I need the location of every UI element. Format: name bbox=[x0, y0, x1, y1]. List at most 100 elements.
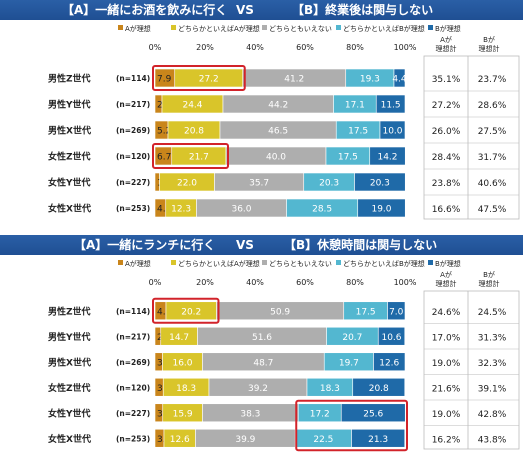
row-n: (n=120) bbox=[116, 152, 150, 161]
highlight-box bbox=[152, 143, 229, 169]
legend-swatch bbox=[171, 25, 176, 30]
total-b: 32.3% bbox=[478, 359, 507, 369]
data-label: 10.6 bbox=[381, 333, 401, 343]
seg-b-ideal bbox=[387, 301, 406, 321]
data-label: 46.5 bbox=[268, 127, 288, 137]
data-label: 15.9 bbox=[173, 409, 193, 419]
row-n: (n=114) bbox=[116, 307, 150, 316]
data-label: 18.3 bbox=[320, 384, 340, 394]
totals-table-frame bbox=[423, 55, 520, 220]
row-n: (n=227) bbox=[116, 178, 150, 187]
col-header-a-line2: 理想計 bbox=[436, 279, 457, 288]
data-label: 51.6 bbox=[252, 333, 272, 343]
legend-swatch bbox=[428, 260, 433, 265]
data-label: 20.8 bbox=[369, 384, 389, 394]
total-b: 31.7% bbox=[478, 153, 507, 163]
col-header-b-line2: 理想計 bbox=[479, 44, 500, 53]
legend-label: どちらかといえばAが理想 bbox=[178, 259, 260, 268]
row-n: (n=114) bbox=[116, 74, 150, 83]
row-label: 男性Y世代 bbox=[48, 99, 91, 111]
x-tick-label: 100% bbox=[394, 278, 417, 287]
stacked-bar-chart: Aが理想 どちらかといえばAが理想 どちらともいえない どちらかといえばBが理想 Bが理… bbox=[48, 259, 520, 452]
legend-label: どちらかといえばAが理想 bbox=[178, 24, 260, 33]
col-header-a-line1: Aが bbox=[440, 270, 452, 279]
data-label: 35.7 bbox=[249, 179, 269, 189]
row-n: (n=217) bbox=[116, 100, 150, 109]
chart-header: 【A】一緒にランチに行く VS 【B】休憩時間は関与しない bbox=[0, 235, 523, 255]
legend-swatch bbox=[428, 25, 433, 30]
total-b: 27.5% bbox=[478, 127, 507, 137]
title-vs: VS bbox=[236, 238, 254, 252]
row-label: 男性X世代 bbox=[48, 356, 91, 368]
data-label: 39.9 bbox=[235, 435, 255, 445]
legend-label: どちらかといえばBが理想 bbox=[343, 259, 425, 268]
total-b: 31.3% bbox=[478, 333, 507, 343]
row-label: 女性X世代 bbox=[48, 433, 91, 445]
data-label: 11.5 bbox=[381, 101, 401, 111]
col-header-b-line1: Bが bbox=[483, 270, 495, 279]
data-label: 12.6 bbox=[170, 435, 190, 445]
row-label: 女性Y世代 bbox=[48, 177, 91, 189]
data-label: 7.9 bbox=[157, 75, 172, 85]
legend-swatch bbox=[262, 25, 267, 30]
data-label: 14.7 bbox=[169, 333, 189, 343]
data-label: 38.3 bbox=[240, 409, 260, 419]
data-label: 4.4 bbox=[157, 307, 172, 317]
total-b: 23.7% bbox=[478, 75, 507, 85]
x-tick-label: 60% bbox=[296, 43, 314, 52]
seg-b-ideal bbox=[393, 68, 406, 88]
total-a: 16.6% bbox=[432, 205, 461, 215]
row-label: 女性Z世代 bbox=[48, 151, 91, 163]
data-label: 39.2 bbox=[248, 384, 268, 394]
total-b: 24.5% bbox=[478, 308, 507, 318]
data-label: 19.7 bbox=[339, 358, 359, 368]
data-label: 12.6 bbox=[379, 358, 399, 368]
data-label: 4.4 bbox=[392, 75, 407, 85]
seg-b-ideal bbox=[351, 428, 406, 448]
data-label: 20.3 bbox=[319, 179, 339, 189]
data-label: 19.3 bbox=[360, 75, 380, 85]
total-b: 43.8% bbox=[478, 435, 507, 445]
legend-label: Aが理想 bbox=[125, 259, 151, 268]
title-a: 【A】一緒にお酒を飲みに行く bbox=[62, 3, 228, 17]
row-label: 男性Z世代 bbox=[48, 305, 91, 317]
highlight-box bbox=[152, 297, 220, 324]
stacked-bar-chart: Aが理想 どちらかといえばAが理想 どちらともいえない どちらかといえばBが理想 Bが理… bbox=[48, 24, 520, 220]
total-b: 28.6% bbox=[478, 101, 507, 111]
total-a: 27.2% bbox=[432, 101, 461, 111]
legend-label: Bが理想 bbox=[435, 259, 461, 268]
legend-swatch bbox=[171, 260, 176, 265]
chart-panel-lunch: 【A】一緒にランチに行く VS 【B】休憩時間は関与しない Aが理想 どちらかとい… bbox=[0, 235, 523, 465]
seg-b-ideal bbox=[340, 403, 406, 423]
col-header-b-line1: Bが bbox=[483, 35, 495, 44]
row-label: 女性Y世代 bbox=[48, 407, 91, 419]
data-label: 41.2 bbox=[284, 75, 304, 85]
seg-b-ideal bbox=[379, 120, 406, 140]
legend-swatch bbox=[336, 25, 341, 30]
row-label: 女性X世代 bbox=[48, 203, 91, 215]
legend-label: どちらかといえばBが理想 bbox=[343, 24, 425, 33]
data-label: 22.5 bbox=[313, 435, 333, 445]
x-tick-label: 40% bbox=[246, 278, 264, 287]
data-label: 10.0 bbox=[382, 127, 402, 137]
legend-swatch bbox=[336, 260, 341, 265]
total-a: 24.6% bbox=[432, 308, 461, 318]
col-header-b-line2: 理想計 bbox=[479, 279, 500, 288]
legend-label: Aが理想 bbox=[125, 24, 151, 33]
row-n: (n=253) bbox=[116, 434, 150, 443]
seg-b-ideal bbox=[375, 94, 406, 114]
legend-label: どちらともいえない bbox=[269, 260, 332, 268]
data-label: 18.3 bbox=[176, 384, 196, 394]
x-tick-label: 60% bbox=[296, 278, 314, 287]
x-tick-label: 100% bbox=[394, 43, 417, 52]
total-a: 26.0% bbox=[432, 127, 461, 137]
row-label: 男性Z世代 bbox=[48, 73, 91, 85]
total-a: 19.0% bbox=[432, 410, 461, 420]
x-tick-label: 20% bbox=[196, 278, 214, 287]
total-a: 19.0% bbox=[432, 359, 461, 369]
data-label: 22.0 bbox=[177, 179, 197, 189]
seg-b-ideal bbox=[369, 146, 406, 166]
row-n: (n=269) bbox=[116, 358, 150, 367]
legend-swatch bbox=[118, 25, 123, 30]
data-label: 20.3 bbox=[370, 179, 390, 189]
